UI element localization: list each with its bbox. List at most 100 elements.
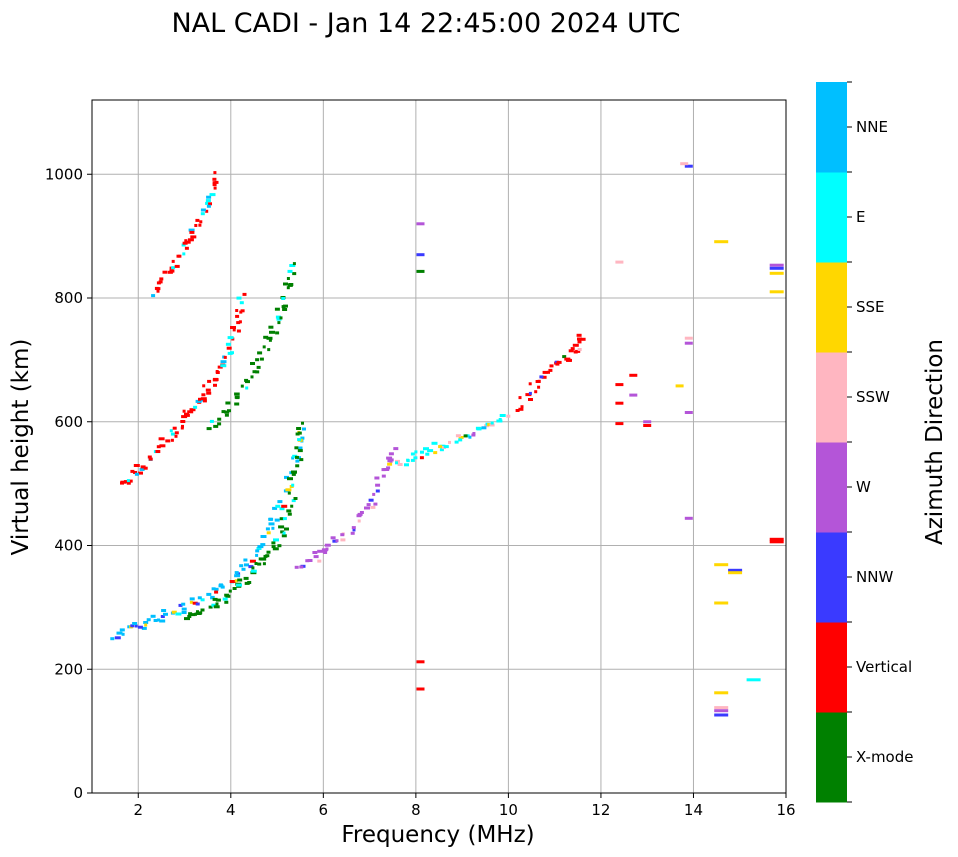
- echo-point: [410, 452, 415, 456]
- echo-point: [643, 420, 652, 424]
- echo-point: [126, 479, 130, 483]
- echo-point: [138, 471, 143, 475]
- echo-point: [330, 536, 336, 540]
- echo-point: [230, 326, 236, 329]
- x-tick-label: 10: [499, 801, 518, 819]
- echo-point: [257, 545, 264, 549]
- echo-point: [176, 254, 180, 258]
- echo-point: [458, 438, 463, 442]
- echo-point: [292, 470, 297, 474]
- echo-point: [185, 240, 191, 244]
- echo-point: [212, 183, 217, 187]
- echo-point: [266, 550, 271, 554]
- echo-point: [254, 562, 258, 565]
- echo-point: [144, 623, 148, 627]
- echo-point: [463, 434, 468, 438]
- echo-point: [281, 504, 288, 508]
- echo-point: [570, 347, 575, 351]
- echo-point: [181, 424, 184, 428]
- echo-point: [181, 415, 188, 419]
- echo-point: [728, 571, 743, 575]
- echo-point: [307, 559, 313, 562]
- echo-point: [235, 309, 239, 312]
- echo-point: [182, 409, 186, 413]
- echo-point: [350, 531, 355, 535]
- echo-point: [174, 434, 178, 438]
- colorbar-segment: [816, 532, 847, 623]
- echo-point: [232, 328, 236, 332]
- echo-point: [404, 463, 409, 467]
- x-tick-label: 12: [591, 801, 610, 819]
- echo-point: [182, 241, 188, 245]
- echo-point: [414, 450, 418, 454]
- echo-point: [746, 678, 761, 682]
- colorbar-tick-label: Vertical: [856, 658, 912, 676]
- echo-point: [250, 569, 257, 573]
- echo-point: [143, 621, 149, 624]
- echo-point: [332, 539, 338, 543]
- colorbar-segment: [816, 82, 847, 173]
- echo-point: [458, 436, 464, 439]
- echo-point: [420, 450, 424, 454]
- echo-point: [156, 289, 160, 293]
- echo-point: [190, 235, 197, 239]
- echo-point: [267, 348, 271, 352]
- echo-point: [158, 437, 165, 441]
- echo-point: [194, 612, 197, 616]
- echo-point: [291, 483, 295, 487]
- echo-point: [159, 444, 166, 448]
- echo-point: [381, 474, 386, 478]
- echo-point: [287, 269, 293, 273]
- echo-point: [271, 545, 276, 549]
- echo-point: [351, 526, 356, 530]
- echo-point: [209, 419, 214, 423]
- echo-point: [250, 362, 255, 365]
- echo-point: [217, 422, 222, 426]
- echo-point: [244, 563, 249, 567]
- echo-point: [260, 557, 267, 561]
- echo-point: [215, 602, 219, 606]
- echo-point: [263, 335, 269, 339]
- echo-point: [235, 314, 240, 318]
- echo-point: [287, 283, 293, 287]
- echo-point: [615, 401, 624, 405]
- echo-point: [262, 345, 266, 349]
- echo-point: [189, 230, 195, 234]
- echo-point: [198, 397, 201, 401]
- echo-point: [126, 481, 131, 485]
- echo-point: [769, 266, 784, 270]
- echo-point: [366, 503, 371, 507]
- echo-point: [171, 266, 176, 270]
- echo-points: [110, 162, 784, 717]
- colorbar-tick-label: NNW: [856, 568, 893, 586]
- echo-point: [520, 405, 524, 409]
- echo-point: [615, 383, 624, 387]
- echo-point: [157, 618, 160, 622]
- colorbar-segment: [816, 442, 847, 533]
- echo-point: [187, 410, 194, 414]
- echo-point: [213, 424, 219, 428]
- echo-point: [284, 475, 289, 479]
- echo-point: [283, 282, 288, 286]
- echo-point: [262, 562, 266, 566]
- echo-point: [268, 338, 272, 342]
- echo-point: [431, 441, 438, 445]
- echo-point: [255, 370, 260, 374]
- echo-point: [302, 427, 306, 431]
- echo-point: [386, 456, 393, 460]
- echo-point: [427, 449, 434, 453]
- echo-point: [265, 527, 270, 531]
- echo-point: [146, 618, 151, 622]
- x-tick-label: 8: [411, 801, 421, 819]
- echo-point: [388, 458, 394, 462]
- echo-point: [287, 512, 292, 516]
- echo-point: [577, 337, 582, 341]
- echo-point: [518, 407, 524, 411]
- echo-point: [714, 713, 729, 717]
- echo-point: [153, 619, 158, 622]
- echo-point: [581, 337, 586, 341]
- echo-point: [165, 439, 171, 443]
- echo-point: [255, 358, 260, 362]
- echo-point: [305, 559, 310, 563]
- echo-point: [195, 399, 202, 403]
